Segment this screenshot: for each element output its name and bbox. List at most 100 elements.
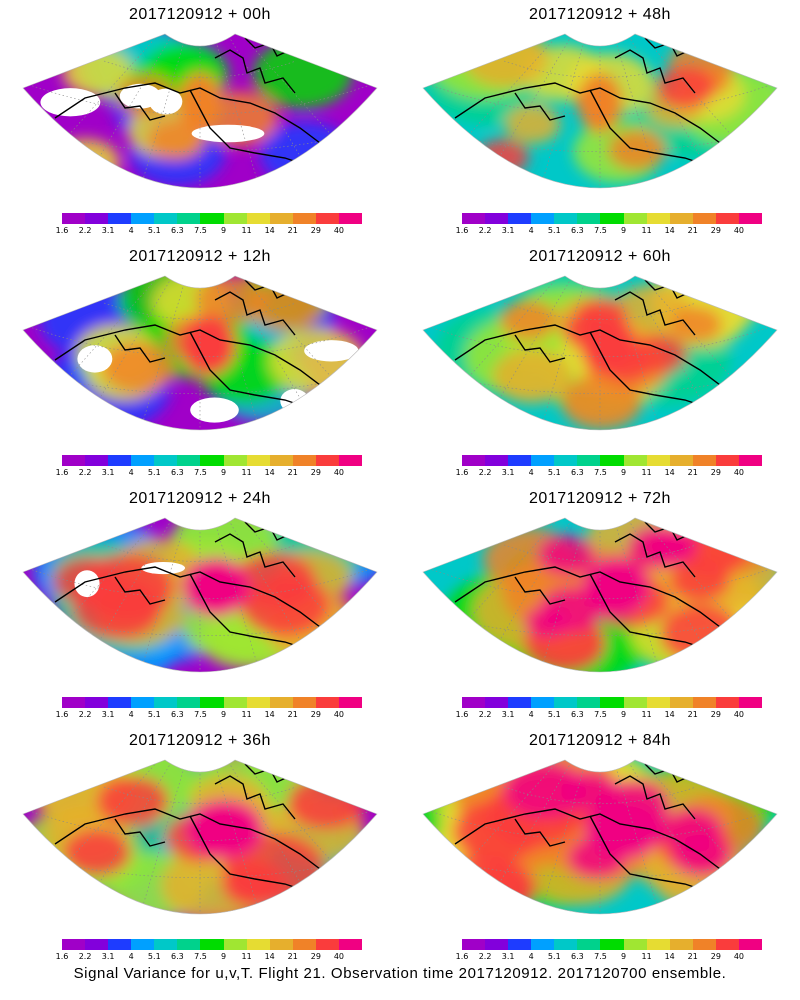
- colorbar-labels: 1.6 2.2 3.1 4 5.1 6.3 7.5 9 11 14 21 29 40: [56, 468, 362, 478]
- colorbar-label: 21: [287, 468, 298, 477]
- colorbar-label: 14: [664, 226, 675, 235]
- colorbar-swatch: [692, 213, 716, 224]
- colorbar-label: 11: [641, 226, 652, 235]
- colorbar: 1.6 2.2 3.1 4 5.1 6.3 7.5 9 11 14 21 29 40: [456, 213, 763, 238]
- colorbar-swatch: [108, 939, 132, 950]
- panel-title: 2017120912 + 24h: [129, 490, 271, 507]
- colorbar-label: 6.3: [171, 710, 184, 719]
- map-panel-72h: 2017120912 + 72h 1.6 2.2 3.1 4 5.1 6.3 7.5 9 11 1…: [400, 484, 800, 726]
- colorbar-swatch: [462, 213, 486, 224]
- colorbar-swatch: [292, 697, 316, 708]
- colorbar-label: 21: [687, 952, 698, 961]
- colorbar-label: 1.6: [455, 468, 469, 477]
- colorbar-label: 1.6: [55, 468, 69, 477]
- colorbar-label: 4: [128, 468, 134, 477]
- colorbar-swatch: [508, 697, 532, 708]
- map-panel-00h: 2017120912 + 00h 1.6 2.2 3.1 4 5.1 6.3 7.5 9 11 1…: [0, 0, 400, 242]
- colorbar-swatch: [715, 697, 739, 708]
- colorbar-label: 2.2: [478, 952, 492, 961]
- colorbar-label: 4: [528, 710, 534, 719]
- colorbar-swatches: [462, 455, 763, 466]
- colorbar-swatch: [692, 697, 716, 708]
- colorbar-label: 2.2: [78, 468, 92, 477]
- colorbar-swatch: [177, 939, 201, 950]
- colorbar-swatch: [223, 697, 247, 708]
- variance-map: [22, 759, 378, 915]
- colorbar-label: 40: [333, 468, 345, 477]
- colorbar-swatch: [508, 939, 532, 950]
- colorbar-swatch: [577, 697, 601, 708]
- variance-map: [422, 275, 778, 431]
- colorbar-swatch: [246, 213, 270, 224]
- colorbar: 1.6 2.2 3.1 4 5.1 6.3 7.5 9 11 14 21 29 40: [56, 939, 363, 964]
- colorbar-label: 3.1: [101, 226, 115, 235]
- colorbar-label: 29: [710, 710, 721, 719]
- colorbar-label: 11: [641, 952, 652, 961]
- colorbar-swatch: [508, 213, 532, 224]
- colorbar-label: 11: [641, 710, 652, 719]
- colorbar-swatch: [246, 939, 270, 950]
- colorbar-swatch: [315, 939, 339, 950]
- colorbar-swatch: [62, 455, 86, 466]
- colorbar-label: 2.2: [478, 468, 492, 477]
- colorbar-swatch: [485, 697, 509, 708]
- colorbar-swatch: [131, 455, 155, 466]
- colorbar-label: 1.6: [55, 710, 69, 719]
- colorbar-swatch: [715, 455, 739, 466]
- colorbar-swatch: [269, 455, 293, 466]
- colorbar-label: 9: [620, 468, 627, 477]
- variance-map: [22, 517, 378, 673]
- colorbar-label: 2.2: [78, 226, 92, 235]
- colorbar-swatch: [246, 697, 270, 708]
- colorbar-label: 9: [620, 710, 627, 719]
- colorbar-label: 9: [620, 226, 627, 235]
- colorbar-label: 1.6: [455, 226, 469, 235]
- colorbar-label: 3.1: [501, 226, 515, 235]
- variance-map: [422, 759, 778, 915]
- colorbar-label: 5.1: [547, 710, 561, 719]
- colorbar-swatch: [715, 213, 739, 224]
- colorbar-label: 11: [241, 952, 252, 961]
- colorbar-label: 3.1: [501, 710, 515, 719]
- colorbar-label: 7.5: [194, 226, 207, 235]
- colorbar-swatch: [177, 213, 201, 224]
- colorbar-swatch: [600, 455, 624, 466]
- colorbar-label: 7.5: [594, 226, 607, 235]
- colorbar-label: 4: [128, 710, 134, 719]
- colorbar-swatch: [108, 455, 132, 466]
- panel-title: 2017120912 + 00h: [129, 6, 271, 23]
- colorbar-label: 11: [241, 226, 252, 235]
- colorbar-labels: 1.6 2.2 3.1 4 5.1 6.3 7.5 9 11 14 21 29 40: [456, 468, 762, 478]
- colorbar-label: 21: [287, 226, 298, 235]
- colorbar-swatch: [177, 697, 201, 708]
- colorbar-swatch: [131, 697, 155, 708]
- colorbar-swatch: [131, 939, 155, 950]
- colorbar-swatch: [646, 697, 670, 708]
- colorbar-swatch: [108, 697, 132, 708]
- colorbar-label: 2.2: [478, 226, 492, 235]
- map-panel-24h: 2017120912 + 24h 1.6 2.2 3.1 4 5.1 6.3 7.5 9 11 1…: [0, 484, 400, 726]
- colorbar-swatch: [462, 455, 486, 466]
- colorbar-swatches: [62, 213, 363, 224]
- colorbar-swatch: [315, 455, 339, 466]
- colorbar-swatch: [715, 939, 739, 950]
- colorbar: 1.6 2.2 3.1 4 5.1 6.3 7.5 9 11 14 21 29 40: [56, 213, 363, 238]
- colorbar-swatch: [646, 455, 670, 466]
- colorbar-swatch: [600, 697, 624, 708]
- colorbar-swatch: [577, 213, 601, 224]
- colorbar-swatch: [577, 939, 601, 950]
- colorbar-label: 7.5: [194, 468, 207, 477]
- colorbar-labels: 1.6 2.2 3.1 4 5.1 6.3 7.5 9 11 14 21 29 40: [456, 710, 762, 720]
- colorbar-swatch: [623, 213, 647, 224]
- colorbar-label: 21: [687, 468, 698, 477]
- colorbar-swatch: [669, 939, 693, 950]
- colorbar-label: 7.5: [194, 710, 207, 719]
- colorbar-swatch: [462, 939, 486, 950]
- colorbar-label: 9: [220, 710, 227, 719]
- colorbar-swatch: [223, 455, 247, 466]
- panel-title: 2017120912 + 72h: [529, 490, 671, 507]
- colorbar: 1.6 2.2 3.1 4 5.1 6.3 7.5 9 11 14 21 29 40: [56, 455, 363, 480]
- colorbar-swatches: [462, 939, 763, 950]
- colorbar-labels: 1.6 2.2 3.1 4 5.1 6.3 7.5 9 11 14 21 29 40: [456, 952, 762, 962]
- colorbar: 1.6 2.2 3.1 4 5.1 6.3 7.5 9 11 14 21 29 40: [456, 939, 763, 964]
